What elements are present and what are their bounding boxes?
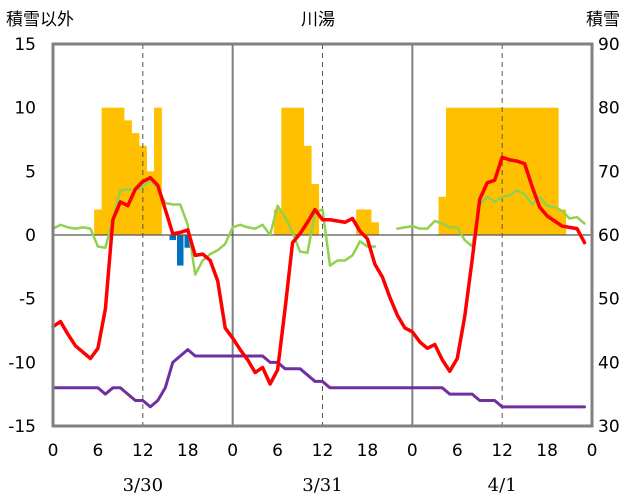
left-y-tick-label: -15 [8, 417, 36, 437]
sunshine-bar [116, 107, 125, 235]
x-tick-label: 0 [227, 441, 238, 461]
snow-depth-line [51, 348, 587, 409]
chart-title: 川湯 [301, 10, 335, 30]
sunshine-bar [520, 107, 529, 235]
sunshine-bar [528, 107, 537, 235]
sunshine-bar [146, 171, 155, 235]
plot-frame [51, 42, 594, 428]
left-y-tick-label: 5 [25, 162, 36, 182]
temperature-series [51, 155, 587, 386]
temperature-line [51, 155, 587, 386]
right-y-ticks: 90 80 70 60 50 40 30 [598, 35, 620, 437]
left-y-ticks: 15 10 5 0 -5 -10 -15 [8, 35, 36, 437]
precip-bar [177, 235, 184, 266]
sunshine-bar [558, 209, 567, 235]
date-label: 3/31 [302, 475, 342, 496]
x-tick-label: 6 [452, 441, 463, 461]
green-line [51, 178, 377, 276]
right-y-tick-label: 30 [598, 417, 620, 437]
sunshine-bar [438, 196, 447, 235]
sunshine-bar [363, 209, 372, 235]
right-y-tick-label: 70 [598, 162, 620, 182]
sunshine-bar [288, 107, 297, 235]
right-y-tick-label: 80 [598, 99, 620, 119]
green-line [396, 189, 586, 248]
precip-bar [184, 235, 191, 248]
sunshine-bar [296, 107, 305, 235]
x-tick-label: 18 [357, 441, 379, 461]
x-tick-label: 12 [491, 441, 513, 461]
plot-border [51, 42, 594, 428]
sunshine-bar [453, 107, 462, 235]
left-y-tick-label: 10 [14, 99, 36, 119]
sunshine-bar [505, 107, 514, 235]
left-axis-label: 積雪以外 [6, 10, 74, 30]
green-series [51, 178, 586, 276]
sunshine-bar [535, 107, 544, 235]
sunshine-bar [94, 209, 102, 235]
sunshine-bar [101, 107, 110, 235]
sunshine-bar [543, 107, 552, 235]
gridlines [53, 44, 592, 426]
left-y-tick-label: -10 [8, 353, 36, 373]
sunshine-bar [371, 222, 379, 235]
right-axis-label: 積雪 [586, 10, 620, 30]
precipitation-bars [169, 235, 191, 266]
date-label: 4/1 [488, 475, 517, 496]
sunshine-bar [109, 107, 117, 235]
sunshine-bar [124, 120, 132, 235]
sunshine-bar [483, 107, 492, 235]
precip-bar [169, 235, 177, 241]
right-y-tick-label: 50 [598, 290, 620, 310]
x-ticks: 0 6 12 18 0 6 12 18 0 6 12 18 0 [48, 441, 598, 461]
sunshine-bar [281, 107, 290, 235]
sunshine-bar [460, 107, 469, 235]
left-y-tick-label: -5 [19, 290, 36, 310]
snow-depth-series [51, 348, 587, 409]
sunshine-bar [303, 145, 312, 235]
sunshine-bar [154, 107, 162, 235]
x-tick-label: 12 [132, 441, 154, 461]
sunshine-bar [446, 107, 454, 235]
left-y-tick-label: 15 [14, 35, 36, 55]
sunshine-bar [131, 133, 140, 235]
sunshine-bar [475, 107, 484, 235]
x-tick-label: 0 [48, 441, 59, 461]
sunshine-bar [468, 107, 477, 235]
right-y-tick-label: 60 [598, 226, 620, 246]
left-y-tick-label: 0 [25, 226, 36, 246]
x-tick-label: 12 [312, 441, 334, 461]
x-tick-label: 6 [93, 441, 104, 461]
x-tick-label: 18 [177, 441, 199, 461]
x-tick-label: 6 [272, 441, 283, 461]
x-tick-label: 0 [587, 441, 598, 461]
sunshine-bar [273, 209, 282, 235]
x-tick-label: 0 [407, 441, 418, 461]
sunshine-bar [513, 107, 522, 235]
date-label: 3/30 [123, 475, 163, 496]
sunshine-bar [550, 107, 559, 235]
right-y-tick-label: 40 [598, 353, 620, 373]
date-labels: 3/30 3/31 4/1 [123, 475, 517, 496]
right-y-tick-label: 90 [598, 35, 620, 55]
x-tick-label: 18 [536, 441, 558, 461]
sunshine-bars [94, 107, 567, 235]
sunshine-bar [356, 209, 364, 235]
sunshine-bar [490, 107, 499, 235]
